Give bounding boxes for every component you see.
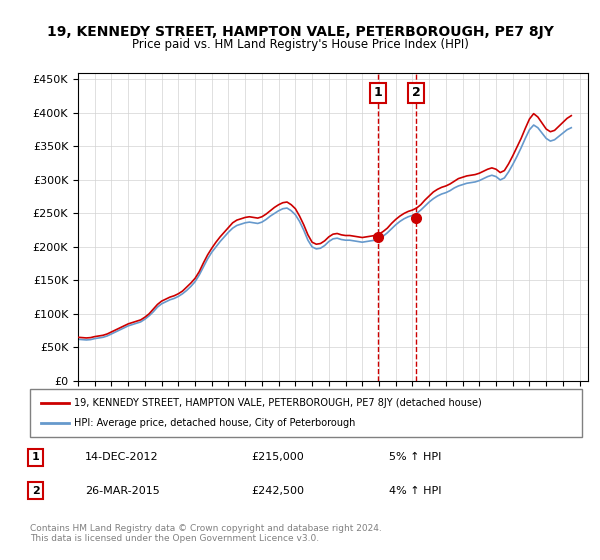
Text: 4% ↑ HPI: 4% ↑ HPI [389,486,442,496]
Text: 19, KENNEDY STREET, HAMPTON VALE, PETERBOROUGH, PE7 8JY: 19, KENNEDY STREET, HAMPTON VALE, PETERB… [47,25,553,39]
Text: Price paid vs. HM Land Registry's House Price Index (HPI): Price paid vs. HM Land Registry's House … [131,38,469,51]
Text: £242,500: £242,500 [251,486,304,496]
Text: Contains HM Land Registry data © Crown copyright and database right 2024.
This d: Contains HM Land Registry data © Crown c… [30,524,382,543]
Text: 14-DEC-2012: 14-DEC-2012 [85,452,159,462]
Text: 1: 1 [374,86,383,99]
FancyBboxPatch shape [30,389,582,437]
Text: 26-MAR-2015: 26-MAR-2015 [85,486,160,496]
Text: 1: 1 [32,452,40,462]
Text: 2: 2 [412,86,421,99]
Text: 19, KENNEDY STREET, HAMPTON VALE, PETERBOROUGH, PE7 8JY (detached house): 19, KENNEDY STREET, HAMPTON VALE, PETERB… [74,398,482,408]
Text: HPI: Average price, detached house, City of Peterborough: HPI: Average price, detached house, City… [74,418,356,428]
Text: £215,000: £215,000 [251,452,304,462]
Text: 2: 2 [32,486,40,496]
Text: 5% ↑ HPI: 5% ↑ HPI [389,452,441,462]
